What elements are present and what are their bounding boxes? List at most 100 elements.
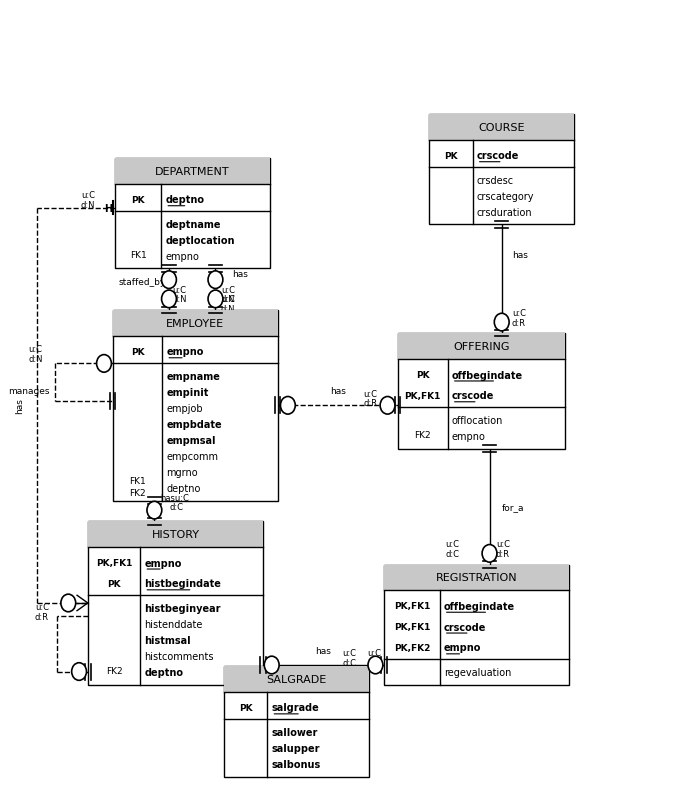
Circle shape bbox=[208, 272, 223, 289]
Circle shape bbox=[72, 663, 86, 680]
Circle shape bbox=[482, 545, 497, 562]
Text: deptno: deptno bbox=[166, 483, 201, 493]
Text: d:C: d:C bbox=[169, 503, 183, 512]
Text: d:R: d:R bbox=[364, 399, 377, 408]
Text: deptlocation: deptlocation bbox=[166, 235, 235, 245]
Text: u:C: u:C bbox=[221, 286, 235, 294]
Text: DEPARTMENT: DEPARTMENT bbox=[155, 167, 230, 176]
Text: PK: PK bbox=[131, 196, 145, 205]
Text: offbegindate: offbegindate bbox=[452, 370, 523, 380]
Circle shape bbox=[380, 397, 395, 415]
Text: u:C: u:C bbox=[512, 309, 526, 318]
Text: hasu:C: hasu:C bbox=[160, 493, 188, 502]
Text: deptname: deptname bbox=[166, 220, 221, 229]
Text: crsduration: crsduration bbox=[477, 208, 533, 217]
Text: PK: PK bbox=[239, 703, 253, 712]
Text: SALGRADE: SALGRADE bbox=[266, 674, 326, 684]
Text: u:C: u:C bbox=[367, 649, 381, 658]
Bar bbox=[429, 115, 574, 225]
Text: histcomments: histcomments bbox=[144, 651, 214, 661]
Text: has: has bbox=[330, 387, 346, 395]
Bar bbox=[224, 666, 368, 692]
Text: u:C: u:C bbox=[172, 286, 186, 294]
Text: REGISTRATION: REGISTRATION bbox=[436, 573, 518, 582]
Bar bbox=[397, 334, 564, 449]
Bar bbox=[115, 159, 270, 184]
Text: FK1: FK1 bbox=[130, 250, 146, 259]
Text: H: H bbox=[104, 204, 112, 213]
Bar bbox=[224, 666, 368, 776]
Bar bbox=[88, 521, 263, 685]
Text: has: has bbox=[512, 251, 528, 260]
Text: u:C: u:C bbox=[81, 191, 95, 200]
Bar bbox=[429, 115, 574, 140]
Text: empcomm: empcomm bbox=[166, 452, 218, 461]
Bar bbox=[112, 310, 278, 501]
Bar bbox=[397, 334, 564, 359]
Text: d:R: d:R bbox=[512, 318, 526, 327]
Text: offlocation: offlocation bbox=[452, 415, 503, 425]
Text: sallower: sallower bbox=[271, 727, 317, 737]
Text: crscategory: crscategory bbox=[477, 192, 534, 201]
Text: d:R: d:R bbox=[367, 658, 381, 667]
Text: d:N: d:N bbox=[221, 295, 235, 304]
Text: u:C: u:C bbox=[28, 345, 42, 354]
Text: empjob: empjob bbox=[166, 403, 203, 413]
Text: d:N: d:N bbox=[221, 305, 235, 314]
Text: EMPLOYEE: EMPLOYEE bbox=[166, 318, 224, 329]
Text: regevaluation: regevaluation bbox=[444, 667, 511, 677]
Text: crscode: crscode bbox=[444, 622, 486, 632]
Circle shape bbox=[368, 656, 383, 674]
Text: has: has bbox=[15, 398, 24, 414]
Text: u:C: u:C bbox=[342, 649, 356, 658]
Circle shape bbox=[161, 290, 177, 308]
Text: d:R: d:R bbox=[496, 549, 510, 558]
Text: u:C: u:C bbox=[221, 295, 235, 304]
Text: salupper: salupper bbox=[271, 743, 320, 753]
Text: FK2: FK2 bbox=[106, 666, 122, 674]
Text: COURSE: COURSE bbox=[478, 123, 525, 132]
Text: PK,FK1: PK,FK1 bbox=[394, 622, 430, 631]
Text: OFFERING: OFFERING bbox=[453, 342, 509, 351]
Text: PK: PK bbox=[107, 579, 121, 588]
Text: empno: empno bbox=[144, 558, 181, 568]
Text: histenddate: histenddate bbox=[144, 619, 203, 629]
Text: empno: empno bbox=[166, 251, 199, 261]
Text: u:C: u:C bbox=[364, 389, 377, 399]
Text: FK1
FK2: FK1 FK2 bbox=[129, 476, 146, 497]
Text: has: has bbox=[315, 646, 331, 654]
Circle shape bbox=[494, 314, 509, 331]
Text: empno: empno bbox=[452, 431, 486, 441]
Text: PK,FK2: PK,FK2 bbox=[394, 643, 430, 652]
Text: HISTORY: HISTORY bbox=[151, 529, 199, 540]
Circle shape bbox=[264, 656, 279, 674]
Text: PK,FK1: PK,FK1 bbox=[404, 391, 441, 400]
Text: PK: PK bbox=[416, 371, 429, 379]
Text: PK: PK bbox=[444, 152, 458, 160]
Text: histbegindate: histbegindate bbox=[144, 579, 221, 589]
Text: d:C: d:C bbox=[342, 658, 356, 667]
Bar bbox=[384, 565, 569, 685]
Bar bbox=[88, 521, 263, 547]
Circle shape bbox=[97, 355, 111, 373]
Text: crsdesc: crsdesc bbox=[477, 176, 514, 185]
Text: d:N: d:N bbox=[28, 354, 43, 363]
Bar bbox=[115, 159, 270, 269]
Circle shape bbox=[61, 594, 76, 612]
Text: crscode: crscode bbox=[452, 391, 494, 401]
Circle shape bbox=[161, 272, 177, 289]
Text: d:N: d:N bbox=[172, 295, 187, 304]
Bar bbox=[112, 310, 278, 336]
Text: u:C: u:C bbox=[496, 540, 510, 549]
Text: PK,FK1: PK,FK1 bbox=[96, 558, 132, 568]
Text: d:C: d:C bbox=[446, 549, 460, 558]
Text: empmsal: empmsal bbox=[166, 435, 216, 445]
Text: empbdate: empbdate bbox=[166, 419, 222, 429]
Circle shape bbox=[280, 397, 295, 415]
Text: empno: empno bbox=[444, 642, 481, 653]
Circle shape bbox=[208, 290, 223, 308]
Text: crscode: crscode bbox=[477, 151, 519, 161]
Text: d:N: d:N bbox=[81, 200, 95, 210]
Text: manages: manages bbox=[8, 387, 50, 395]
Text: histbeginyear: histbeginyear bbox=[144, 603, 221, 613]
